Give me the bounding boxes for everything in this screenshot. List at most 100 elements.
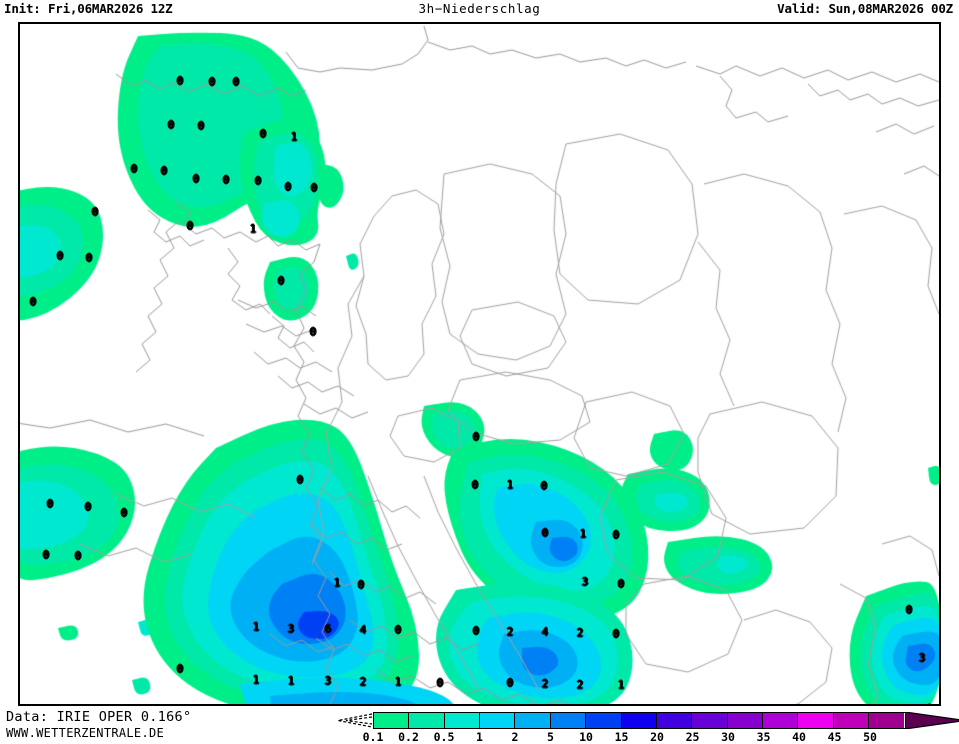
contour-value-label: 0 <box>472 480 479 491</box>
contour-value-label: 2 <box>507 627 514 638</box>
contour-value-label: 1 <box>580 529 587 540</box>
legend-swatch <box>763 713 798 728</box>
contour-value-label: 1 <box>395 677 402 688</box>
contour-value-label: 0 <box>223 175 230 186</box>
legend-tick: 1 <box>476 730 483 744</box>
legend-swatch <box>409 713 444 728</box>
contour-value-label: 6 <box>325 624 332 635</box>
contour-value-label: 0 <box>473 432 480 443</box>
contour-value-label: 0 <box>358 580 365 591</box>
legend-swatch <box>586 713 621 728</box>
contour-value-label: 3 <box>582 577 589 588</box>
contour-value-label: 0 <box>57 251 64 262</box>
contour-value-label: 1 <box>291 132 298 143</box>
legend-swatch <box>692 713 727 728</box>
contour-value-label: 0 <box>85 502 92 513</box>
contour-value-label: 0 <box>542 528 549 539</box>
contour-value-label: 2 <box>360 677 367 688</box>
precipitation-map[interactable]: 0 0 0 0 0 0 1 0 0 0 0 0 0 0 0 0 0 1 0 0 0 0 0 0 0 0 0 0 0 0 1 0 0 1 0 1 0 3 0 1… <box>18 22 941 706</box>
legend-swatch <box>622 713 657 728</box>
legend-swatch <box>728 713 763 728</box>
legend-tick: 30 <box>721 730 735 744</box>
contour-value-label: 0 <box>613 530 620 541</box>
legend-tick: 40 <box>792 730 806 744</box>
contour-value-label: 0 <box>177 76 184 87</box>
contour-value-label: 0 <box>233 77 240 88</box>
contour-value-label: 1 <box>253 675 260 686</box>
legend-tick: 20 <box>650 730 664 744</box>
contour-value-label: 0 <box>198 121 205 132</box>
legend-swatch <box>551 713 586 728</box>
contour-value-label: 0 <box>473 626 480 637</box>
contour-value-label: 4 <box>360 625 367 636</box>
contour-value-label: 4 <box>542 627 549 638</box>
contour-value-label: 2 <box>577 680 584 691</box>
contour-value-label: 0 <box>209 77 216 88</box>
contour-value-label: 0 <box>121 508 128 519</box>
legend-swatch <box>869 713 904 728</box>
legend-tick: 25 <box>686 730 700 744</box>
contour-value-label: 0 <box>311 183 318 194</box>
map-contour-canvas <box>20 24 939 704</box>
legend-tick: 5 <box>547 730 554 744</box>
contour-value-label: 0 <box>507 678 514 689</box>
contour-value-label: 1 <box>288 676 295 687</box>
contour-value-label: 0 <box>260 129 267 140</box>
contour-value-label: 1 <box>618 680 625 691</box>
contour-value-label: 1 <box>250 224 257 235</box>
contour-value-label: 0 <box>310 327 317 338</box>
legend-swatch <box>480 713 515 728</box>
contour-value-label: 1 <box>334 578 341 589</box>
contour-value-label: 3 <box>288 624 295 635</box>
contour-value-label: 0 <box>75 551 82 562</box>
contour-value-label: 0 <box>47 499 54 510</box>
contour-value-label: 0 <box>906 605 913 616</box>
contour-value-label: 0 <box>541 481 548 492</box>
legend-tick: 0.5 <box>434 730 455 744</box>
contour-value-label: 2 <box>542 679 549 690</box>
legend-tick: 35 <box>757 730 771 744</box>
contour-value-label: 0 <box>278 276 285 287</box>
contour-value-label: 1 <box>253 622 260 633</box>
legend-tick: 15 <box>615 730 629 744</box>
contour-value-label: 1 <box>507 480 514 491</box>
contour-value-label: 0 <box>187 221 194 232</box>
contour-value-label: 0 <box>395 625 402 636</box>
legend-overflow-arrow <box>905 712 959 729</box>
contour-value-label: 3 <box>325 676 332 687</box>
contour-value-label: 0 <box>193 174 200 185</box>
data-source-label: Data: IRIE OPER 0.166° <box>6 709 191 725</box>
legend-tick: 45 <box>828 730 842 744</box>
contour-value-label: 0 <box>437 678 444 689</box>
contour-value-label: 0 <box>168 120 175 131</box>
legend-tick: 10 <box>579 730 593 744</box>
legend-swatch <box>798 713 833 728</box>
header-bar: Init: Fri,06MAR2026 12Z 3h−Niederschlag … <box>0 0 959 20</box>
contour-value-label: 0 <box>177 664 184 675</box>
contour-value-label: 0 <box>618 579 625 590</box>
legend-tick: 2 <box>512 730 519 744</box>
legend-tick: 50 <box>863 730 877 744</box>
contour-value-label: 0 <box>43 550 50 561</box>
contour-value-label: 0 <box>613 629 620 640</box>
legend-swatch <box>657 713 692 728</box>
contour-value-label: 0 <box>285 182 292 193</box>
contour-value-label: 0 <box>92 207 99 218</box>
legend-underflow-arrow <box>336 713 373 728</box>
contour-value-label: 3 <box>919 653 926 664</box>
legend-swatch <box>834 713 869 728</box>
legend-swatch <box>374 713 409 728</box>
contour-value-label: 0 <box>131 164 138 175</box>
legend-swatch <box>515 713 550 728</box>
valid-time-label: Valid: Sun,08MAR2026 00Z <box>777 1 953 16</box>
contour-value-label: 0 <box>30 297 37 308</box>
contour-value-label: 0 <box>161 166 168 177</box>
legend-tick: 0.2 <box>398 730 419 744</box>
legend-tick: 0.1 <box>363 730 384 744</box>
contour-value-label: 0 <box>297 475 304 486</box>
contour-value-label: 0 <box>255 176 262 187</box>
legend-swatch <box>445 713 480 728</box>
legend-color-bar <box>373 712 906 729</box>
website-label: WWW.WETTERZENTRALE.DE <box>6 726 164 740</box>
